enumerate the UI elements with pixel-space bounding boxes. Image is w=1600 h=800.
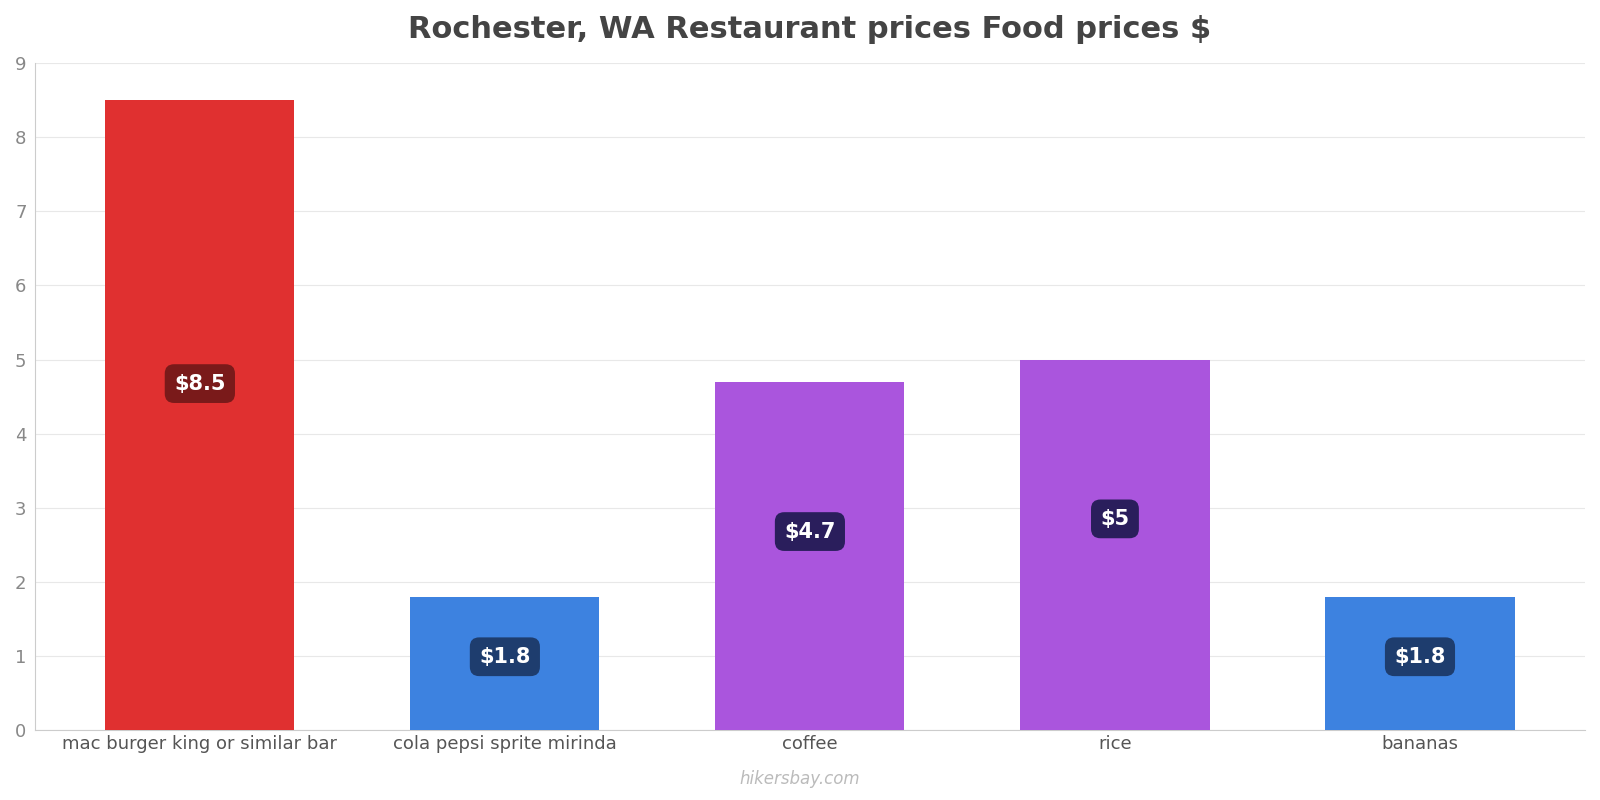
Bar — [715, 382, 904, 730]
Text: $5: $5 — [1101, 509, 1130, 529]
Bar — [1021, 359, 1210, 730]
Text: hikersbay.com: hikersbay.com — [739, 770, 861, 788]
Text: $1.8: $1.8 — [478, 646, 531, 666]
Text: $1.8: $1.8 — [1394, 646, 1446, 666]
Bar — [1325, 597, 1515, 730]
Text: $4.7: $4.7 — [784, 522, 835, 542]
Bar — [106, 100, 294, 730]
Text: $8.5: $8.5 — [174, 374, 226, 394]
Bar — [410, 597, 600, 730]
Title: Rochester, WA Restaurant prices Food prices $: Rochester, WA Restaurant prices Food pri… — [408, 15, 1211, 44]
